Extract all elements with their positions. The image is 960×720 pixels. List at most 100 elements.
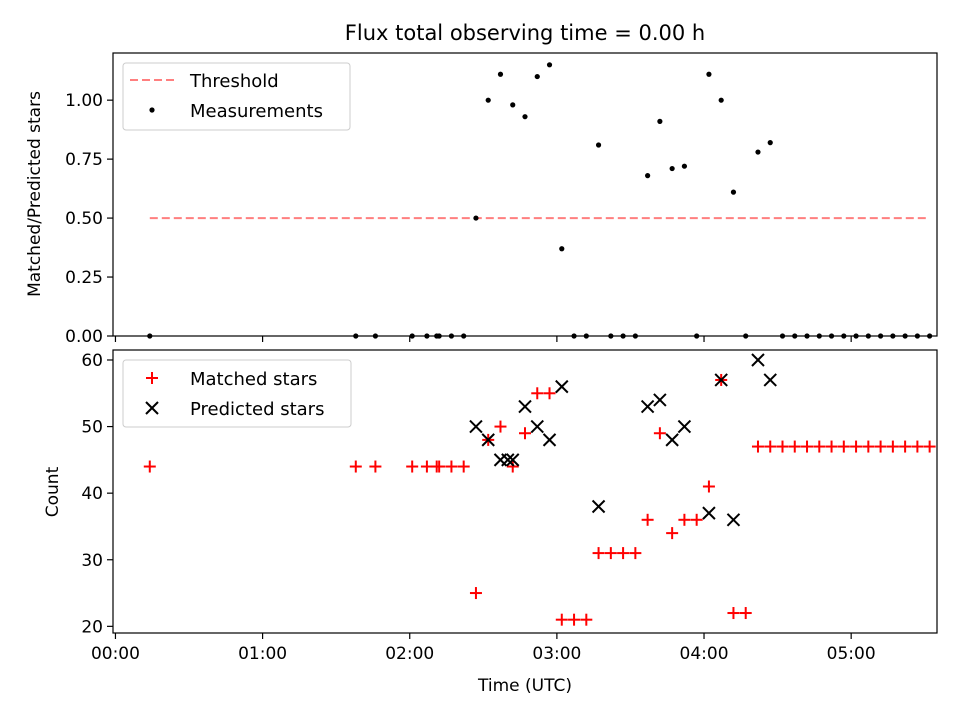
measurement-point [681, 163, 688, 169]
top-x-ticks [114, 336, 852, 342]
top-y-tick-label: 0.25 [65, 268, 103, 288]
bottom-x-tick-label: 01:00 [238, 644, 287, 664]
predicted-star-marker [677, 419, 692, 434]
predicted-star-marker [518, 399, 532, 414]
matched-star-marker [445, 460, 458, 473]
predicted-star-marker [555, 379, 569, 394]
top-y-tick-label: 0.00 [65, 327, 103, 347]
measurement-point [534, 73, 540, 80]
measurement-point [767, 140, 773, 146]
matched-star-marker [653, 427, 666, 440]
bottom-y-axis-label: Count [43, 466, 63, 517]
predicted-marker-b [530, 419, 544, 434]
top-legend-box [122, 62, 351, 131]
predicted-marker-b [665, 433, 679, 447]
predicted-star-marker [591, 499, 606, 514]
top-y-tick-label: 1.00 [65, 91, 103, 111]
predicted-legend-swatch [145, 401, 159, 415]
predicted-marker-b [726, 513, 741, 527]
bottom-y-tick-label: 20 [81, 617, 103, 637]
measurement-point [522, 114, 528, 120]
matched-star-marker [825, 440, 838, 453]
matched-star-marker [143, 460, 156, 473]
matched-star-marker [862, 440, 875, 453]
predicted-marker-b [751, 353, 765, 367]
measurement-point [718, 97, 724, 103]
predicted-marker-b [653, 393, 667, 407]
predicted-marker-b [506, 453, 520, 467]
predicted-star-marker [653, 393, 667, 407]
measurements-legend-label: Measurements [190, 101, 323, 122]
bottom-x-tick-label: 04:00 [680, 644, 729, 664]
bottom-y-tick-label: 60 [81, 351, 103, 371]
measurement-point [595, 142, 602, 148]
predicted-star-marker [640, 399, 655, 414]
matched-star-marker [813, 440, 826, 453]
bottom-y-tick-label: 50 [81, 418, 103, 438]
measurement-point [657, 118, 663, 124]
bottom-legend-box [122, 359, 352, 428]
top-y-axis-label: Matched/Predicted stars [25, 91, 45, 297]
measurements-legend-swatch [149, 107, 155, 113]
measurement-point [755, 149, 761, 155]
matched-star-marker [801, 440, 814, 453]
predicted-star-marker [714, 373, 728, 387]
matched-star-marker [923, 440, 936, 453]
measurement-point [706, 71, 712, 77]
bottom-y-ticks: 20 30 40 50 60 [81, 351, 113, 637]
top-y-tick-label: 0.75 [65, 150, 103, 170]
predicted-marker-b [481, 433, 495, 447]
chart-title: Flux total observing time = 0.00 h [345, 21, 705, 45]
matched-star-marker [727, 607, 740, 620]
bottom-x-tick-label: 00:00 [91, 644, 140, 664]
predicted-marker-b [763, 373, 777, 387]
matched-star-marker [617, 547, 630, 560]
matched-star-marker [349, 460, 362, 473]
predicted-marker-b [518, 399, 532, 414]
matched-star-marker [690, 513, 703, 526]
predicted-marker-b [542, 433, 557, 447]
measurement-point [730, 189, 737, 195]
predicted-star-marker [506, 453, 520, 467]
matched-star-marker [874, 440, 887, 453]
predicted-star-marker [469, 419, 483, 434]
predicted-legend-label: Predicted stars [190, 399, 324, 420]
bottom-x-ticks: 00:00 01:00 02:00 03:00 04:00 05:00 [91, 633, 876, 664]
matched-star-marker [406, 460, 419, 473]
measurement-point [645, 173, 651, 179]
matched-star-marker [506, 460, 519, 473]
measurement-point [510, 102, 516, 108]
matched-star-marker [850, 440, 863, 453]
threshold-legend-label: Threshold [189, 71, 279, 92]
predicted-star-marker [481, 433, 495, 447]
predicted-marker-b [640, 399, 655, 414]
predicted-star-marker [501, 453, 515, 467]
measurement-point [669, 165, 675, 172]
bottom-x-tick-label: 03:00 [532, 644, 581, 664]
top-y-ticks: 0.00 0.25 0.50 0.75 1.00 [65, 91, 113, 347]
bottom-panel: Count Time (UTC) 20 30 40 50 60 00:00 01:00 02… [43, 349, 938, 696]
bottom-legend: Matched stars Predicted stars [122, 359, 352, 428]
matched-star-marker [678, 513, 691, 526]
measurement-point [473, 215, 479, 221]
matched-star-marker [433, 460, 446, 473]
matched-star-marker [739, 607, 752, 620]
matched-star-marker [469, 587, 482, 600]
matched-star-marker [369, 460, 382, 473]
matched-star-marker [666, 527, 679, 540]
predicted-star-marker [530, 419, 544, 434]
predicted-star-marker [702, 506, 716, 520]
predicted-marker-b [714, 373, 728, 387]
matched-star-marker [592, 547, 605, 560]
matched-star-marker [568, 613, 581, 626]
bottom-plot-area [143, 353, 936, 626]
predicted-star-marker [726, 513, 741, 527]
matched-star-marker [531, 387, 544, 400]
predicted-star-marker [751, 353, 765, 367]
bottom-x-tick-label: 05:00 [827, 644, 876, 664]
bottom-y-tick-label: 40 [81, 484, 103, 504]
predicted-marker-b [591, 499, 606, 514]
matched-star-marker [555, 613, 568, 626]
matched-star-marker [457, 460, 470, 473]
